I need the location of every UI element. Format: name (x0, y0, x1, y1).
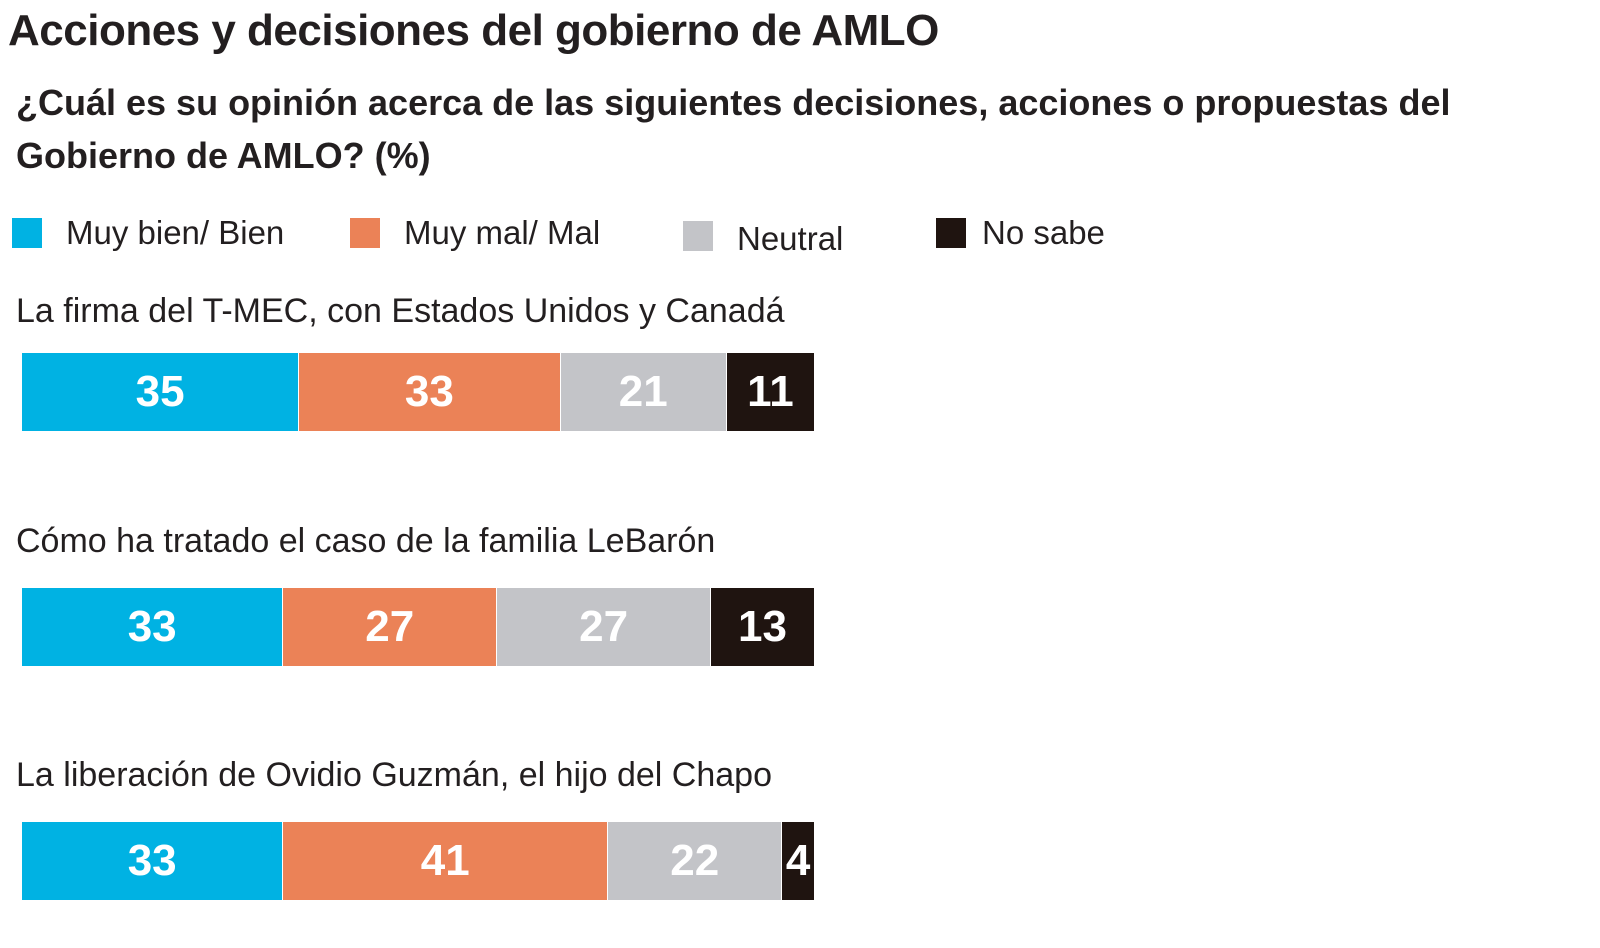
legend-label-muy-mal: Muy mal/ Mal (404, 214, 601, 251)
bar-segment-neutral: 21 (560, 353, 727, 431)
bar-row-ovidio: 33 41 22 4 (22, 822, 814, 900)
data-label-muy-mal: 27 (365, 602, 415, 651)
legend-swatch-no-sabe (936, 218, 966, 248)
bar-row-tmec: 35 33 21 11 (22, 353, 814, 431)
bar-segment-muy-mal: 27 (283, 588, 498, 666)
legend-swatch-muy-mal (350, 218, 380, 248)
chart-subtitle: ¿Cuál es su opinión acerca de las siguie… (16, 82, 1451, 176)
legend-label-neutral: Neutral (737, 220, 844, 257)
data-label-no-sabe: 4 (785, 836, 811, 885)
row-label-lebaron: Cómo ha tratado el caso de la familia Le… (16, 522, 716, 560)
row-label-ovidio: La liberación de Ovidio Guzmán, el hijo … (16, 756, 773, 794)
chart-title: Acciones y decisiones del gobierno de AM… (8, 6, 939, 55)
data-label-no-sabe: 11 (747, 367, 794, 416)
bar-segment-no-sabe: 13 (711, 588, 814, 666)
bar-segment-muy-bien: 35 (22, 353, 300, 431)
legend-item-no-sabe: No sabe (936, 214, 1105, 252)
legend: Muy bien/ Bien Muy mal/ Mal Neutral No s… (0, 214, 1200, 257)
data-label-muy-mal: 41 (420, 836, 470, 885)
legend-swatch-muy-bien (12, 218, 42, 248)
legend-label-no-sabe: No sabe (982, 214, 1105, 251)
legend-item-neutral: Neutral (683, 214, 843, 258)
legend-item-muy-bien: Muy bien/ Bien (12, 214, 284, 252)
bar-segment-neutral: 27 (497, 588, 712, 666)
bar-segment-muy-mal: 41 (283, 822, 609, 900)
data-label-muy-bien: 35 (135, 367, 185, 416)
legend-label-muy-bien: Muy bien/ Bien (66, 214, 285, 251)
data-label-muy-bien: 33 (127, 602, 177, 651)
data-label-neutral: 21 (618, 367, 668, 416)
bar-segment-neutral: 22 (608, 822, 783, 900)
bar-segment-muy-mal: 33 (299, 353, 561, 431)
bar-row-lebaron: 33 27 27 13 (22, 588, 814, 666)
data-label-neutral: 22 (670, 836, 720, 885)
bar-segment-no-sabe: 11 (726, 353, 814, 431)
bar-segment-muy-bien: 33 (22, 822, 284, 900)
bar-segment-no-sabe: 4 (782, 822, 814, 900)
data-label-muy-mal: 33 (404, 367, 454, 416)
legend-item-muy-mal: Muy mal/ Mal (350, 214, 600, 252)
data-label-no-sabe: 13 (738, 602, 787, 651)
data-label-neutral: 27 (579, 602, 629, 651)
bar-segment-muy-bien: 33 (22, 588, 284, 666)
data-label-muy-bien: 33 (127, 836, 177, 885)
row-label-tmec: La firma del T-MEC, con Estados Unidos y… (16, 292, 785, 330)
legend-swatch-neutral (683, 221, 713, 251)
